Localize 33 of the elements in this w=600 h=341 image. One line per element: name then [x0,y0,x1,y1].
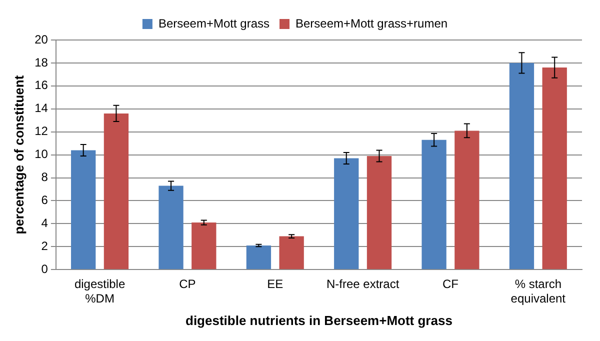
y-axis-title: percentage of constituent [11,74,26,234]
legend-label: Berseem+Mott grass+rumen [295,16,448,30]
y-tick-label: 20 [34,32,48,46]
y-tick-label: 12 [34,124,48,138]
bar [192,222,216,270]
y-tick-label: 8 [41,170,48,184]
bar [422,140,446,270]
bar [104,113,129,270]
bar [454,130,480,270]
y-tick-label: 18 [34,55,48,70]
bar [334,158,359,270]
x-tick-label: N-free extract [326,277,400,292]
bar [158,186,184,270]
y-tick-label: 16 [34,78,48,92]
y-tick-label: 2 [41,238,48,253]
x-tick-label: digestible %DM [74,277,126,306]
bar [71,150,96,270]
legend-label: Berseem+Mott grass [158,16,270,30]
bar [509,62,534,270]
x-tick-label: CF [442,277,458,292]
y-tick-label: 6 [41,193,48,208]
x-tick-label: EE [267,277,284,292]
bar [279,236,304,270]
x-axis-title: digestible nutrients in Berseem+Mott grass [186,312,452,328]
x-tick-label: % starch equivalent [510,277,566,306]
bar [366,156,392,270]
bar [542,68,567,270]
x-tick-label: CP [179,277,196,292]
y-tick-label: 14 [34,101,48,116]
y-tick-label: 4 [41,216,48,230]
y-tick-label: 10 [34,147,48,162]
y-tick-label: 0 [41,262,48,276]
bar [246,245,272,270]
